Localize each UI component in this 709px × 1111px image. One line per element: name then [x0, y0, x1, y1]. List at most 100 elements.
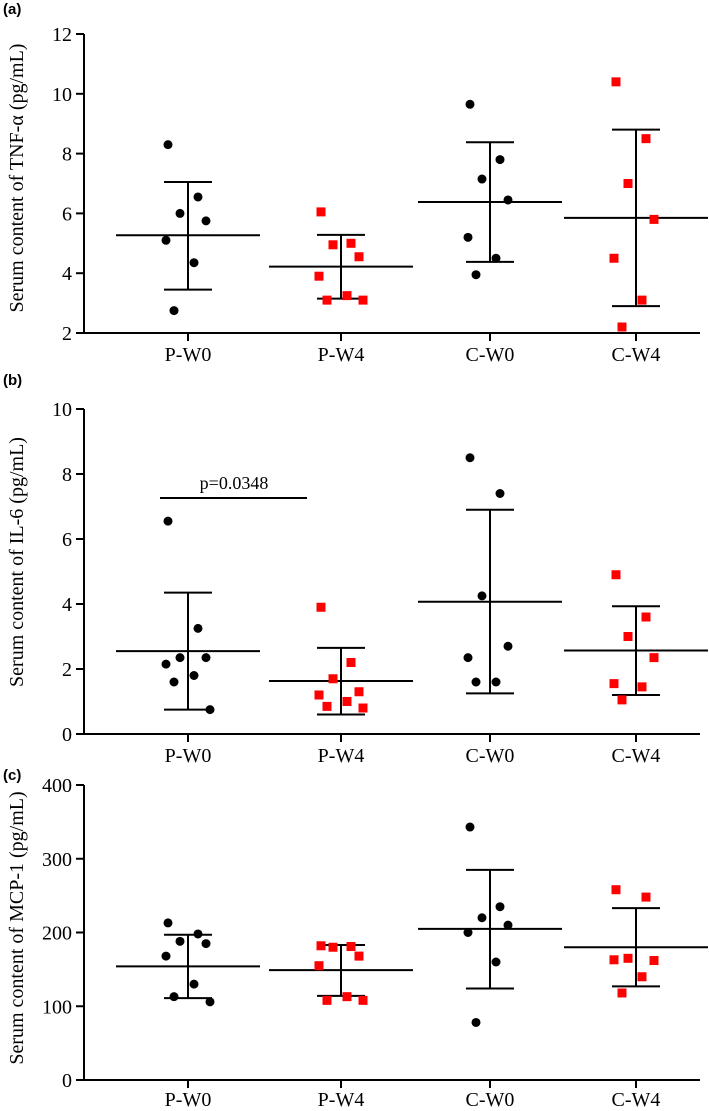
y-tick-label: 8: [62, 464, 72, 486]
data-point: [175, 936, 185, 946]
y-axis-label: Serum content of MCP-1 (pg/mL): [6, 791, 28, 1064]
data-point: [189, 258, 199, 268]
data-point: [641, 134, 651, 144]
data-point: [623, 953, 633, 963]
data-point: [495, 489, 505, 498]
p-value-annotation: p=0.0348: [200, 473, 269, 493]
y-tick-label: 4: [62, 594, 72, 616]
y-tick-label: 400: [42, 775, 72, 797]
data-point: [316, 941, 326, 951]
y-tick-label: 2: [62, 659, 72, 681]
data-point: [465, 822, 475, 832]
data-point: [471, 1017, 481, 1027]
data-point: [342, 992, 352, 1002]
data-point: [316, 207, 326, 217]
y-tick-label: 12: [52, 24, 72, 46]
data-point: [161, 951, 171, 961]
category-label: P-W0: [165, 1089, 212, 1111]
data-point: [477, 913, 487, 923]
y-tick-label: 4: [62, 263, 72, 285]
data-point: [637, 682, 647, 692]
data-point: [471, 270, 481, 280]
data-point: [205, 705, 215, 715]
data-point: [314, 690, 324, 700]
data-point: [201, 216, 211, 226]
data-point: [201, 653, 211, 663]
data-point: [163, 918, 173, 928]
data-point: [465, 99, 475, 109]
data-point: [161, 235, 171, 245]
y-tick-label: 10: [52, 399, 72, 421]
data-point: [193, 929, 203, 939]
data-point: [322, 701, 332, 711]
data-point: [463, 653, 473, 663]
y-ticks: 0 2 4 6 8 10: [52, 399, 637, 746]
category-label: C-W0: [466, 1089, 515, 1111]
data-point: [491, 253, 501, 263]
data-point: [609, 955, 619, 965]
data-point: [617, 322, 627, 332]
category-label: C-W4: [612, 745, 661, 767]
data-point: [189, 979, 199, 989]
data-point: [314, 271, 324, 281]
y-tick-label: 10: [52, 84, 72, 106]
data-point: [193, 192, 203, 202]
data-point: [503, 641, 513, 651]
data-point: [161, 659, 171, 669]
panel-a: (a) Serum content of TNF-α (pg/mL) 2 4 6 8 1…: [3, 1, 708, 366]
data-point: [611, 885, 621, 895]
category-label: P-W4: [318, 745, 365, 767]
category-label: C-W4: [612, 344, 661, 366]
data-point: [201, 939, 211, 949]
data-point: [477, 591, 487, 601]
data-point: [354, 687, 364, 697]
data-point: [471, 677, 481, 687]
category-label: P-W4: [318, 344, 365, 366]
y-axis-label: Serum content of IL-6 (pg/mL): [6, 437, 28, 687]
category-label: P-W0: [165, 745, 212, 767]
data-point: [169, 677, 179, 687]
data-point: [637, 972, 647, 982]
y-tick-label: 200: [42, 923, 72, 945]
data-point: [503, 920, 513, 930]
panel-c: (c) Serum content of MCP-1 (pg/mL) 0 100 2…: [3, 767, 708, 1111]
data-point: [611, 570, 621, 580]
category-label: C-W0: [466, 344, 515, 366]
data-point: [175, 208, 185, 218]
data-point: [169, 306, 179, 316]
data-point: [316, 602, 326, 612]
data-point: [649, 956, 659, 966]
y-ticks: 0 100 200 300 400: [42, 775, 637, 1092]
data-point: [649, 214, 659, 224]
data-point: [463, 232, 473, 242]
y-tick-label: 6: [62, 529, 72, 551]
data-point: [358, 703, 368, 713]
data-point: [354, 951, 364, 961]
data-point: [189, 671, 199, 680]
y-tick-label: 2: [62, 323, 72, 345]
data-point: [358, 995, 368, 1005]
y-ticks: 2 4 6 8 10 12: [52, 24, 637, 345]
data-point: [617, 695, 627, 705]
y-tick-label: 6: [62, 203, 72, 225]
data-point: [495, 155, 505, 165]
data-point: [503, 195, 513, 205]
data-point: [346, 942, 356, 952]
panel-b: (b) Serum content of IL-6 (pg/mL) 0 2 4 6 8 1…: [3, 372, 708, 767]
category-label: P-W0: [165, 344, 212, 366]
y-tick-label: 0: [62, 724, 72, 746]
panel-label: (c): [3, 767, 21, 784]
data-point: [491, 677, 501, 687]
panel-label: (a): [3, 1, 21, 18]
x-categories: P-W0 P-W4 C-W0 C-W4: [165, 745, 661, 767]
data-marks: [116, 822, 708, 1027]
category-label: C-W0: [466, 745, 515, 767]
data-point: [611, 77, 621, 87]
data-point: [342, 291, 352, 301]
data-point: [169, 992, 179, 1002]
data-point: [354, 252, 364, 262]
data-point: [163, 140, 173, 150]
data-marks: [116, 453, 708, 716]
data-point: [322, 295, 332, 305]
